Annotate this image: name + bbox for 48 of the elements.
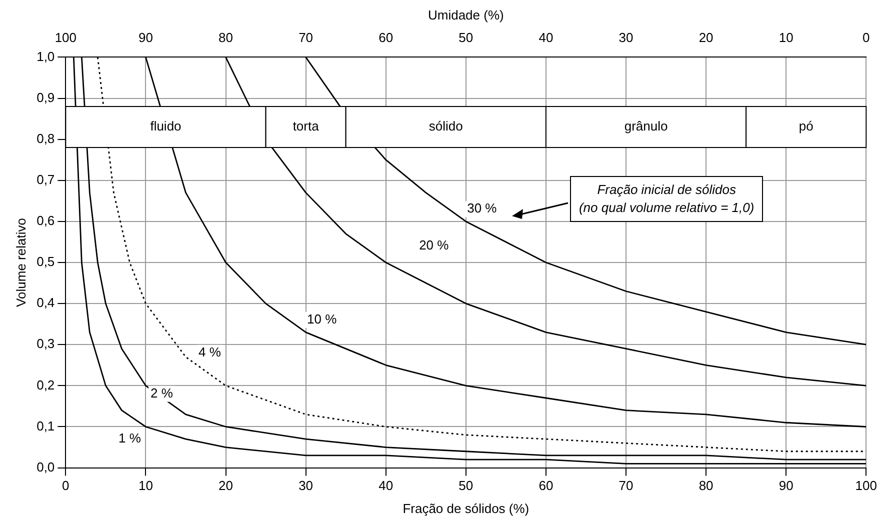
x2-axis-title: Umidade (%): [428, 7, 504, 22]
x-tick-label: 10: [138, 478, 153, 494]
y-tick-label: 0,8: [36, 130, 55, 146]
x-tick-label: 100: [855, 478, 878, 494]
x2-tick-label: 20: [698, 30, 714, 45]
y-tick-label: 1,0: [36, 48, 55, 64]
x2-tick-label: 70: [298, 30, 314, 45]
band-label: fluido: [150, 118, 182, 134]
x2-tick-label: 0: [862, 30, 870, 45]
annotation: 20 %: [419, 238, 450, 253]
band-label: torta: [292, 118, 320, 134]
x2-tick-label: 80: [218, 30, 234, 45]
annotation: 10 %: [307, 312, 338, 327]
x-tick-label: 40: [378, 478, 394, 494]
x-tick-label: 70: [618, 478, 634, 494]
x2-tick-label: 60: [378, 30, 394, 45]
y-tick-label: 0,3: [36, 336, 55, 352]
y-tick-label: 0,2: [36, 377, 55, 392]
x2-tick-label: 40: [538, 30, 554, 45]
x-tick-label: 60: [538, 478, 554, 494]
y-tick-label: 0,7: [36, 172, 55, 187]
y-axis-title: Volume relativo: [13, 218, 28, 307]
y-tick-label: 0,4: [36, 295, 55, 310]
x-tick-label: 50: [458, 478, 474, 494]
annotation: 30 %: [467, 200, 498, 216]
y-tick-label: 0,1: [36, 418, 55, 434]
band-label: pó: [798, 118, 814, 134]
y-tick-label: 0,6: [36, 213, 55, 228]
x2-tick-label: 10: [778, 30, 794, 45]
y-tick-label: 0,0: [36, 459, 55, 474]
annotation: Fração inicial de sólidos (no qual volume relativo = 1,0): [570, 176, 764, 222]
annotation: 2 %: [150, 385, 174, 400]
x2-tick-label: 100: [54, 30, 77, 45]
y-tick-label: 0,9: [36, 90, 55, 105]
x-tick-label: 90: [778, 478, 794, 494]
band-label: sólido: [428, 118, 463, 134]
x-axis-title: Fração de sólidos (%): [402, 500, 530, 516]
annotation: 4 %: [198, 344, 222, 360]
x2-tick-label: 90: [138, 30, 153, 45]
x2-tick-label: 50: [458, 30, 474, 45]
x-tick-label: 80: [698, 478, 714, 494]
x-tick-label: 0: [62, 478, 70, 494]
y-tick-label: 0,5: [36, 254, 55, 270]
annotation: 1 %: [118, 430, 142, 446]
x-tick-label: 30: [298, 478, 314, 494]
x-tick-label: 20: [218, 478, 234, 494]
band-label: grânulo: [624, 118, 668, 134]
x2-tick-label: 30: [618, 30, 634, 45]
